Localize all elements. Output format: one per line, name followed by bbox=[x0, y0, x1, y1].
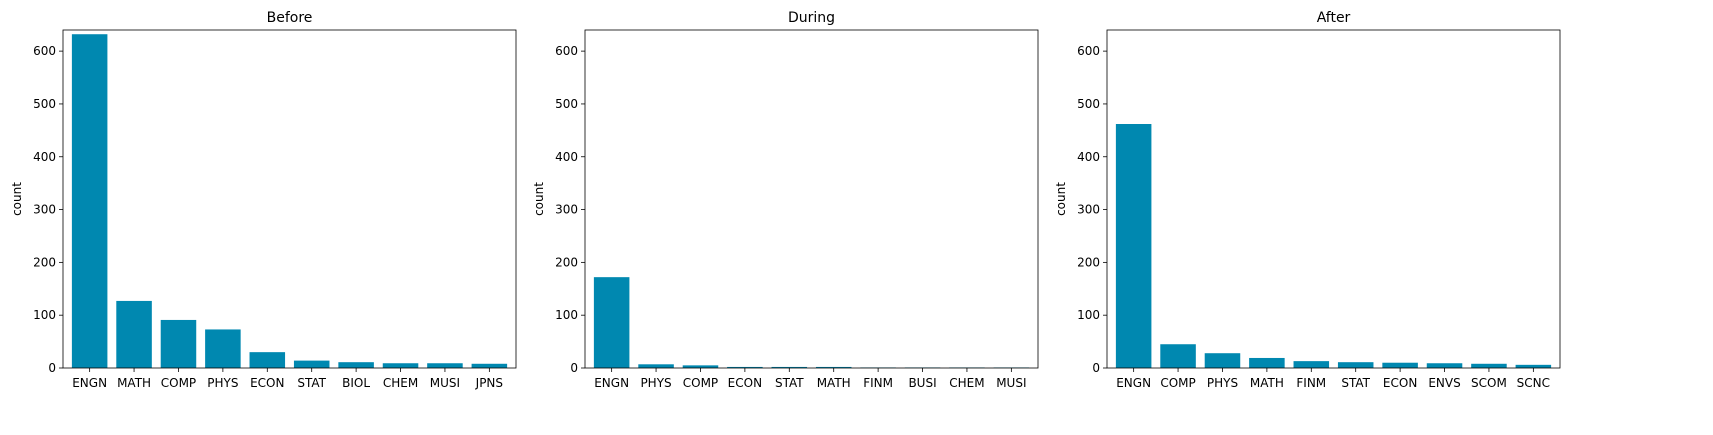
y-tick-label: 400 bbox=[1077, 150, 1100, 164]
axes-frame bbox=[584, 29, 1039, 369]
y-tick-label: 400 bbox=[33, 150, 56, 164]
y-tick-label: 300 bbox=[555, 203, 578, 217]
y-axis-label: count bbox=[1054, 182, 1068, 216]
panel-during: ENGN PHYS COMP ECON STAT MATH FINM BUSI CHEM MUSI… bbox=[532, 10, 1039, 390]
y-tick-label: 300 bbox=[1077, 203, 1100, 217]
bar-econ bbox=[727, 366, 763, 368]
x-tick-label: PHYS bbox=[1207, 376, 1238, 390]
panel-after: ENGN COMP PHYS MATH FINM STAT ECON ENVS SCOM SCNC… bbox=[1054, 10, 1561, 390]
y-tick-label: 600 bbox=[555, 44, 578, 58]
x-tick-label: STAT bbox=[1341, 376, 1370, 390]
x-tick-label: ENGN bbox=[594, 376, 629, 390]
bar-scnc bbox=[1515, 364, 1552, 368]
axes-frame bbox=[62, 29, 517, 369]
y-tick-label: 500 bbox=[33, 97, 56, 111]
x-tick-label: MATH bbox=[1250, 376, 1284, 390]
x-tick-label: ECON bbox=[1383, 376, 1417, 390]
bar-stat bbox=[1337, 362, 1374, 368]
bar-stat bbox=[771, 366, 808, 368]
x-tick-label: COMP bbox=[1160, 376, 1195, 390]
x-tick-label: BUSI bbox=[908, 376, 936, 390]
x-tick-label: COMP bbox=[683, 376, 718, 390]
x-tick-label: BIOL bbox=[342, 376, 370, 390]
bar-econ bbox=[249, 352, 286, 368]
y-tick-label: 200 bbox=[33, 255, 56, 269]
bar-phys bbox=[1204, 353, 1241, 368]
bar-jpns bbox=[471, 363, 508, 368]
x-tick-label: FINM bbox=[863, 376, 893, 390]
y-tick-label: 500 bbox=[555, 97, 578, 111]
y-tick-label: 0 bbox=[570, 361, 578, 375]
x-tick-label: SCOM bbox=[1471, 376, 1507, 390]
y-tick-label: 400 bbox=[555, 150, 578, 164]
y-tick-label: 200 bbox=[1077, 255, 1100, 269]
bar-econ bbox=[1382, 362, 1418, 368]
chart-title: After bbox=[1317, 10, 1351, 26]
y-tick-label: 500 bbox=[1077, 97, 1100, 111]
bar-engn bbox=[1115, 124, 1152, 368]
bar-comp bbox=[1160, 344, 1196, 368]
bar-comp bbox=[682, 365, 719, 368]
bar-engn bbox=[71, 34, 108, 368]
y-tick-label: 300 bbox=[33, 203, 56, 217]
bar-math bbox=[116, 300, 152, 368]
y-tick-label: 0 bbox=[48, 361, 56, 375]
y-tick-label: 200 bbox=[555, 255, 578, 269]
y-tick-label: 0 bbox=[1092, 361, 1100, 375]
bar-comp bbox=[160, 319, 197, 368]
bar-phys bbox=[205, 329, 241, 368]
x-tick-label: MUSI bbox=[430, 376, 460, 390]
y-tick-label: 600 bbox=[33, 44, 56, 58]
x-tick-label: MATH bbox=[817, 376, 851, 390]
x-tick-label: ENGN bbox=[72, 376, 107, 390]
bar-envs bbox=[1426, 363, 1463, 368]
chart-title: During bbox=[788, 10, 835, 26]
x-tick-label: PHYS bbox=[207, 376, 238, 390]
bar-phys bbox=[638, 364, 674, 368]
x-tick-label: ECON bbox=[250, 376, 284, 390]
y-tick-label: 100 bbox=[33, 308, 56, 322]
y-tick-label: 100 bbox=[1077, 308, 1100, 322]
x-tick-label: PHYS bbox=[640, 376, 671, 390]
bar-math bbox=[1249, 357, 1285, 368]
bar-stat bbox=[293, 360, 330, 368]
bar-scom bbox=[1471, 363, 1507, 368]
x-tick-label: STAT bbox=[297, 376, 326, 390]
x-tick-label: JPNS bbox=[475, 376, 503, 390]
x-tick-label: CHEM bbox=[383, 376, 418, 390]
x-tick-label: CHEM bbox=[949, 376, 984, 390]
panel-before: ENGN MATH COMP PHYS ECON STAT BIOL CHEM MUSI JPNS… bbox=[10, 10, 517, 390]
bar-biol bbox=[338, 362, 374, 368]
y-axis-label: count bbox=[10, 182, 24, 216]
x-tick-label: MATH bbox=[117, 376, 151, 390]
y-tick-label: 600 bbox=[1077, 44, 1100, 58]
x-tick-label: MUSI bbox=[996, 376, 1026, 390]
x-tick-label: SCNC bbox=[1517, 376, 1550, 390]
x-tick-label: STAT bbox=[775, 376, 804, 390]
bar-math bbox=[815, 366, 852, 368]
y-axis-label: count bbox=[532, 182, 546, 216]
x-tick-label: ENGN bbox=[1116, 376, 1151, 390]
x-tick-label: ECON bbox=[728, 376, 762, 390]
bar-chem bbox=[382, 363, 419, 368]
chart-title: Before bbox=[267, 10, 313, 26]
bar-musi bbox=[427, 363, 463, 368]
axes-frame bbox=[1106, 29, 1561, 369]
x-tick-label: COMP bbox=[161, 376, 196, 390]
bar-finm bbox=[1293, 361, 1330, 368]
x-tick-label: FINM bbox=[1296, 376, 1326, 390]
x-tick-label: ENVS bbox=[1428, 376, 1460, 390]
y-tick-label: 100 bbox=[555, 308, 578, 322]
bar-engn bbox=[593, 277, 630, 368]
